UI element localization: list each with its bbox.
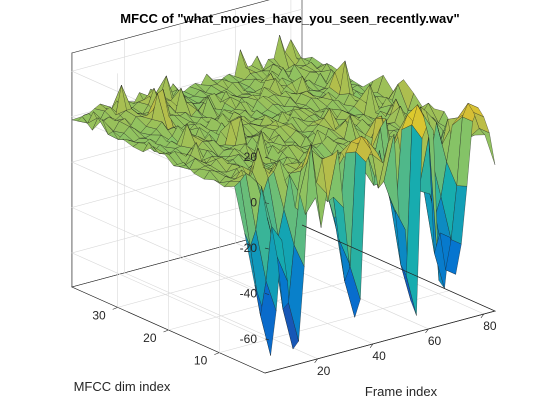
z-tick-mark <box>264 293 270 295</box>
z-tick-label: -40 <box>240 286 258 300</box>
x-axis-label: Frame index <box>365 384 438 399</box>
z-grid-line <box>71 190 303 340</box>
chart-title: MFCC of "what_movies_have_you_seen_recen… <box>120 11 459 26</box>
z-tick-label: -20 <box>240 241 258 255</box>
z-tick-mark <box>264 247 270 250</box>
x-tick-mark <box>425 328 429 334</box>
z-tick-mark <box>264 202 270 204</box>
axis-ticks: 20 0 -20 -40 -60 20 40 60 80 10 20 30 <box>92 150 497 378</box>
z-tick-label: 0 <box>250 196 257 210</box>
z-tick-mark <box>264 156 270 159</box>
x-tick-label: 80 <box>483 319 497 333</box>
x-tick-mark <box>480 313 485 319</box>
z-tick-mark <box>264 338 270 341</box>
z-tick-label: -60 <box>240 332 258 346</box>
axes-box-front <box>264 224 497 374</box>
front-edge <box>264 224 497 374</box>
surface-plot <box>71 34 496 356</box>
y-tick-mark <box>214 352 220 355</box>
x-tick-mark <box>314 358 318 363</box>
x-tick-label: 20 <box>317 364 331 378</box>
x-tick-label: 60 <box>428 334 442 348</box>
y-axis-label: MFCC dim index <box>74 379 171 394</box>
x-tick-mark <box>369 343 374 349</box>
x-tick-label: 40 <box>372 349 386 363</box>
surface-facet <box>479 128 496 165</box>
y-tick-label: 30 <box>92 308 106 322</box>
y-tick-label: 10 <box>194 354 208 368</box>
y-tick-label: 20 <box>143 331 157 345</box>
y-tick-mark <box>163 329 169 333</box>
y-tick-mark <box>112 307 118 310</box>
z-tick-label: 20 <box>244 150 258 164</box>
